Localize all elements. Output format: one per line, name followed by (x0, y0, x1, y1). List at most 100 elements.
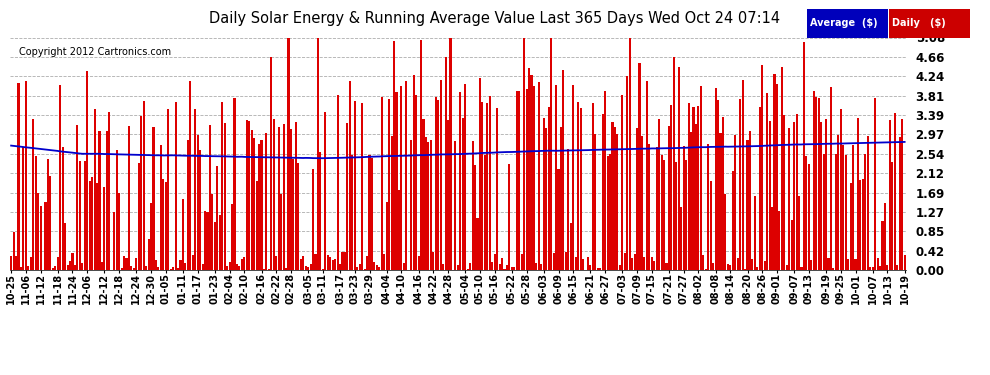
Bar (835, 153, 837, 270)
Bar (373, 262, 375, 270)
Bar (270, 57, 272, 270)
Bar (833, 267, 835, 270)
Bar (692, 107, 695, 270)
Bar (717, 99, 719, 270)
Bar (648, 144, 650, 270)
Bar (594, 134, 596, 270)
Bar (506, 265, 508, 270)
Bar (862, 179, 864, 270)
Bar (793, 122, 795, 270)
Bar (783, 115, 785, 270)
Bar (481, 102, 483, 270)
Bar (660, 156, 662, 270)
Bar (803, 42, 805, 270)
Bar (574, 258, 577, 270)
Bar (449, 38, 451, 270)
Bar (788, 128, 790, 270)
Bar (277, 127, 280, 270)
Bar (231, 204, 233, 270)
Bar (879, 266, 881, 270)
Bar (61, 147, 63, 270)
Bar (796, 114, 798, 270)
Bar (725, 194, 727, 270)
Bar (707, 144, 709, 270)
Bar (216, 166, 219, 270)
Bar (295, 122, 297, 270)
Bar (143, 101, 145, 270)
Bar (133, 268, 135, 270)
Bar (474, 165, 476, 270)
Bar (854, 259, 856, 270)
Bar (557, 169, 559, 270)
Bar (106, 132, 108, 270)
Bar (35, 156, 37, 270)
Bar (894, 113, 896, 270)
Bar (167, 109, 169, 270)
Bar (589, 266, 591, 270)
Bar (828, 258, 830, 270)
Bar (386, 202, 388, 270)
Bar (737, 258, 739, 270)
Bar (56, 257, 58, 270)
Bar (538, 82, 540, 270)
Bar (45, 202, 47, 270)
Bar (904, 255, 906, 270)
Bar (391, 136, 393, 270)
Bar (177, 268, 179, 270)
Bar (159, 146, 162, 270)
Bar (51, 268, 53, 270)
Bar (33, 119, 35, 270)
Bar (521, 254, 523, 270)
Bar (150, 204, 152, 270)
Bar (54, 266, 56, 270)
Bar (658, 119, 660, 270)
Bar (756, 267, 758, 270)
Bar (668, 126, 670, 270)
Bar (730, 265, 732, 270)
Bar (513, 267, 516, 270)
Bar (425, 137, 427, 270)
Bar (484, 155, 486, 270)
Bar (366, 256, 368, 270)
Bar (224, 123, 226, 270)
Bar (297, 164, 299, 270)
Bar (820, 122, 823, 270)
Bar (253, 138, 255, 270)
Text: Copyright 2012 Cartronics.com: Copyright 2012 Cartronics.com (19, 47, 171, 57)
Bar (268, 269, 270, 270)
Bar (732, 171, 734, 270)
Bar (89, 181, 91, 270)
Bar (123, 255, 125, 270)
Bar (50, 176, 51, 270)
Bar (645, 81, 647, 270)
Bar (688, 102, 690, 270)
Bar (428, 142, 430, 270)
Bar (15, 256, 17, 270)
Bar (715, 88, 717, 270)
Bar (234, 98, 236, 270)
Bar (562, 70, 564, 270)
Bar (226, 266, 228, 270)
Bar (808, 164, 810, 270)
Bar (665, 263, 667, 270)
Bar (79, 160, 81, 270)
Bar (810, 260, 813, 270)
Bar (189, 81, 191, 270)
Bar (461, 118, 464, 270)
Bar (673, 57, 675, 270)
Bar (622, 95, 624, 270)
Bar (680, 207, 682, 270)
Bar (501, 258, 503, 270)
Bar (322, 269, 324, 270)
Bar (650, 257, 652, 270)
Bar (612, 122, 614, 270)
Bar (162, 179, 164, 270)
Bar (381, 97, 383, 270)
Bar (96, 183, 98, 270)
Bar (867, 136, 869, 270)
Bar (504, 269, 506, 270)
Bar (758, 107, 761, 270)
Bar (582, 260, 584, 270)
Bar (871, 267, 874, 270)
Bar (607, 156, 609, 270)
